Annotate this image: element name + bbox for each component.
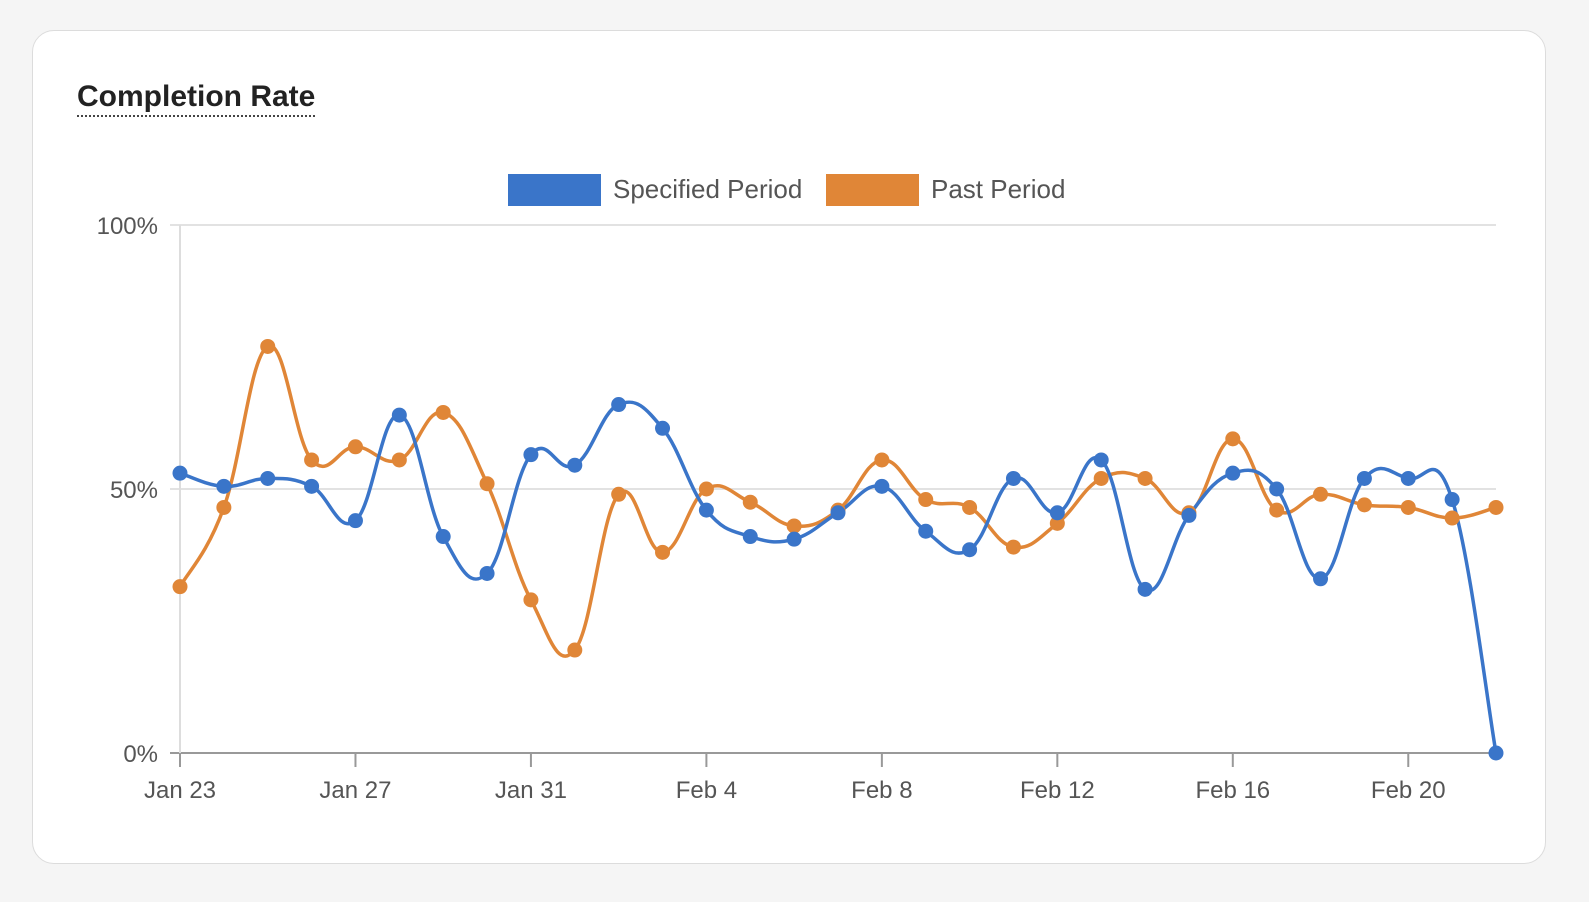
- data-point[interactable]: [1313, 486, 1329, 502]
- data-point[interactable]: [1005, 539, 1021, 555]
- data-point[interactable]: [962, 499, 978, 515]
- data-point[interactable]: [260, 470, 276, 486]
- data-point[interactable]: [698, 481, 714, 497]
- y-tick-label: 100%: [97, 213, 158, 240]
- chart-card: [32, 30, 1546, 864]
- data-point[interactable]: [479, 565, 495, 581]
- data-point[interactable]: [1356, 470, 1372, 486]
- data-point[interactable]: [698, 502, 714, 518]
- data-point[interactable]: [1444, 492, 1460, 508]
- data-point[interactable]: [874, 478, 890, 494]
- data-point[interactable]: [391, 407, 407, 423]
- data-point[interactable]: [347, 513, 363, 529]
- data-point[interactable]: [1400, 499, 1416, 515]
- data-point[interactable]: [523, 447, 539, 463]
- y-tick-label: 0%: [123, 741, 158, 768]
- x-tick-label: Jan 23: [144, 777, 216, 804]
- data-point[interactable]: [567, 457, 583, 473]
- data-point[interactable]: [347, 439, 363, 455]
- legend-swatch: [826, 174, 919, 206]
- data-point[interactable]: [1137, 581, 1153, 597]
- data-point[interactable]: [1269, 502, 1285, 518]
- data-point[interactable]: [1049, 515, 1065, 531]
- data-point[interactable]: [172, 465, 188, 481]
- data-point[interactable]: [1093, 470, 1109, 486]
- data-point[interactable]: [1049, 505, 1065, 521]
- data-point[interactable]: [1137, 470, 1153, 486]
- data-point[interactable]: [742, 529, 758, 545]
- data-point[interactable]: [1225, 465, 1241, 481]
- data-point[interactable]: [260, 338, 276, 354]
- series-lines: [178, 344, 1498, 754]
- data-point[interactable]: [304, 452, 320, 468]
- data-point[interactable]: [962, 542, 978, 558]
- legend-swatch: [508, 174, 601, 206]
- x-tick-label: Jan 27: [319, 777, 391, 804]
- data-point[interactable]: [655, 420, 671, 436]
- series-points: [172, 338, 1504, 761]
- data-point[interactable]: [786, 518, 802, 534]
- legend: Specified Period Past Period: [508, 174, 1065, 206]
- series-line-1: [178, 344, 1497, 658]
- data-point[interactable]: [742, 494, 758, 510]
- x-tick-label: Feb 8: [851, 777, 912, 804]
- data-point[interactable]: [874, 452, 890, 468]
- data-point[interactable]: [172, 579, 188, 595]
- data-point[interactable]: [1093, 452, 1109, 468]
- data-point[interactable]: [1356, 497, 1372, 513]
- data-point[interactable]: [1181, 507, 1197, 523]
- data-point[interactable]: [918, 523, 934, 539]
- data-point[interactable]: [391, 452, 407, 468]
- data-point[interactable]: [435, 529, 451, 545]
- x-tick-label: Feb 20: [1371, 777, 1446, 804]
- data-point[interactable]: [479, 476, 495, 492]
- series-line-0: [179, 400, 1498, 754]
- axes: [179, 225, 1410, 767]
- card-title: Completion Rate: [77, 80, 316, 117]
- y-axis-labels: 0% 50% 100%: [97, 213, 158, 768]
- data-point[interactable]: [611, 397, 627, 413]
- data-point[interactable]: [216, 478, 232, 494]
- data-point[interactable]: [1313, 571, 1329, 587]
- data-point[interactable]: [1269, 481, 1285, 497]
- legend-label[interactable]: Past Period: [931, 174, 1065, 204]
- data-point[interactable]: [1005, 470, 1021, 486]
- data-point[interactable]: [523, 592, 539, 608]
- legend-label[interactable]: Specified Period: [613, 174, 802, 204]
- x-axis-labels: Jan 23 Jan 27 Jan 31 Feb 4 Feb 8 Feb 12 Feb 16…: [144, 777, 1446, 804]
- data-point[interactable]: [1444, 510, 1460, 526]
- y-tick-label: 50%: [110, 477, 158, 504]
- data-point[interactable]: [611, 486, 627, 502]
- data-point[interactable]: [830, 505, 846, 521]
- data-point[interactable]: [216, 499, 232, 515]
- x-tick-label: Jan 31: [495, 777, 567, 804]
- data-point[interactable]: [1225, 431, 1241, 447]
- x-tick-label: Feb 12: [1020, 777, 1095, 804]
- data-point[interactable]: [304, 478, 320, 494]
- data-point[interactable]: [1488, 745, 1504, 761]
- x-tick-label: Feb 16: [1195, 777, 1270, 804]
- data-point[interactable]: [918, 492, 934, 508]
- x-tick-label: Feb 4: [676, 777, 737, 804]
- data-point[interactable]: [435, 404, 451, 420]
- data-point[interactable]: [1488, 499, 1504, 515]
- data-point[interactable]: [1400, 470, 1416, 486]
- data-point[interactable]: [567, 642, 583, 658]
- data-point[interactable]: [786, 531, 802, 547]
- data-point[interactable]: [655, 544, 671, 560]
